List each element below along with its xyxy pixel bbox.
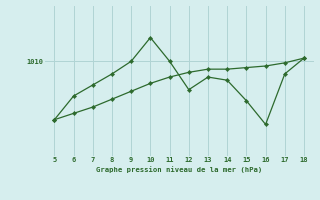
X-axis label: Graphe pression niveau de la mer (hPa): Graphe pression niveau de la mer (hPa) [96, 166, 262, 173]
